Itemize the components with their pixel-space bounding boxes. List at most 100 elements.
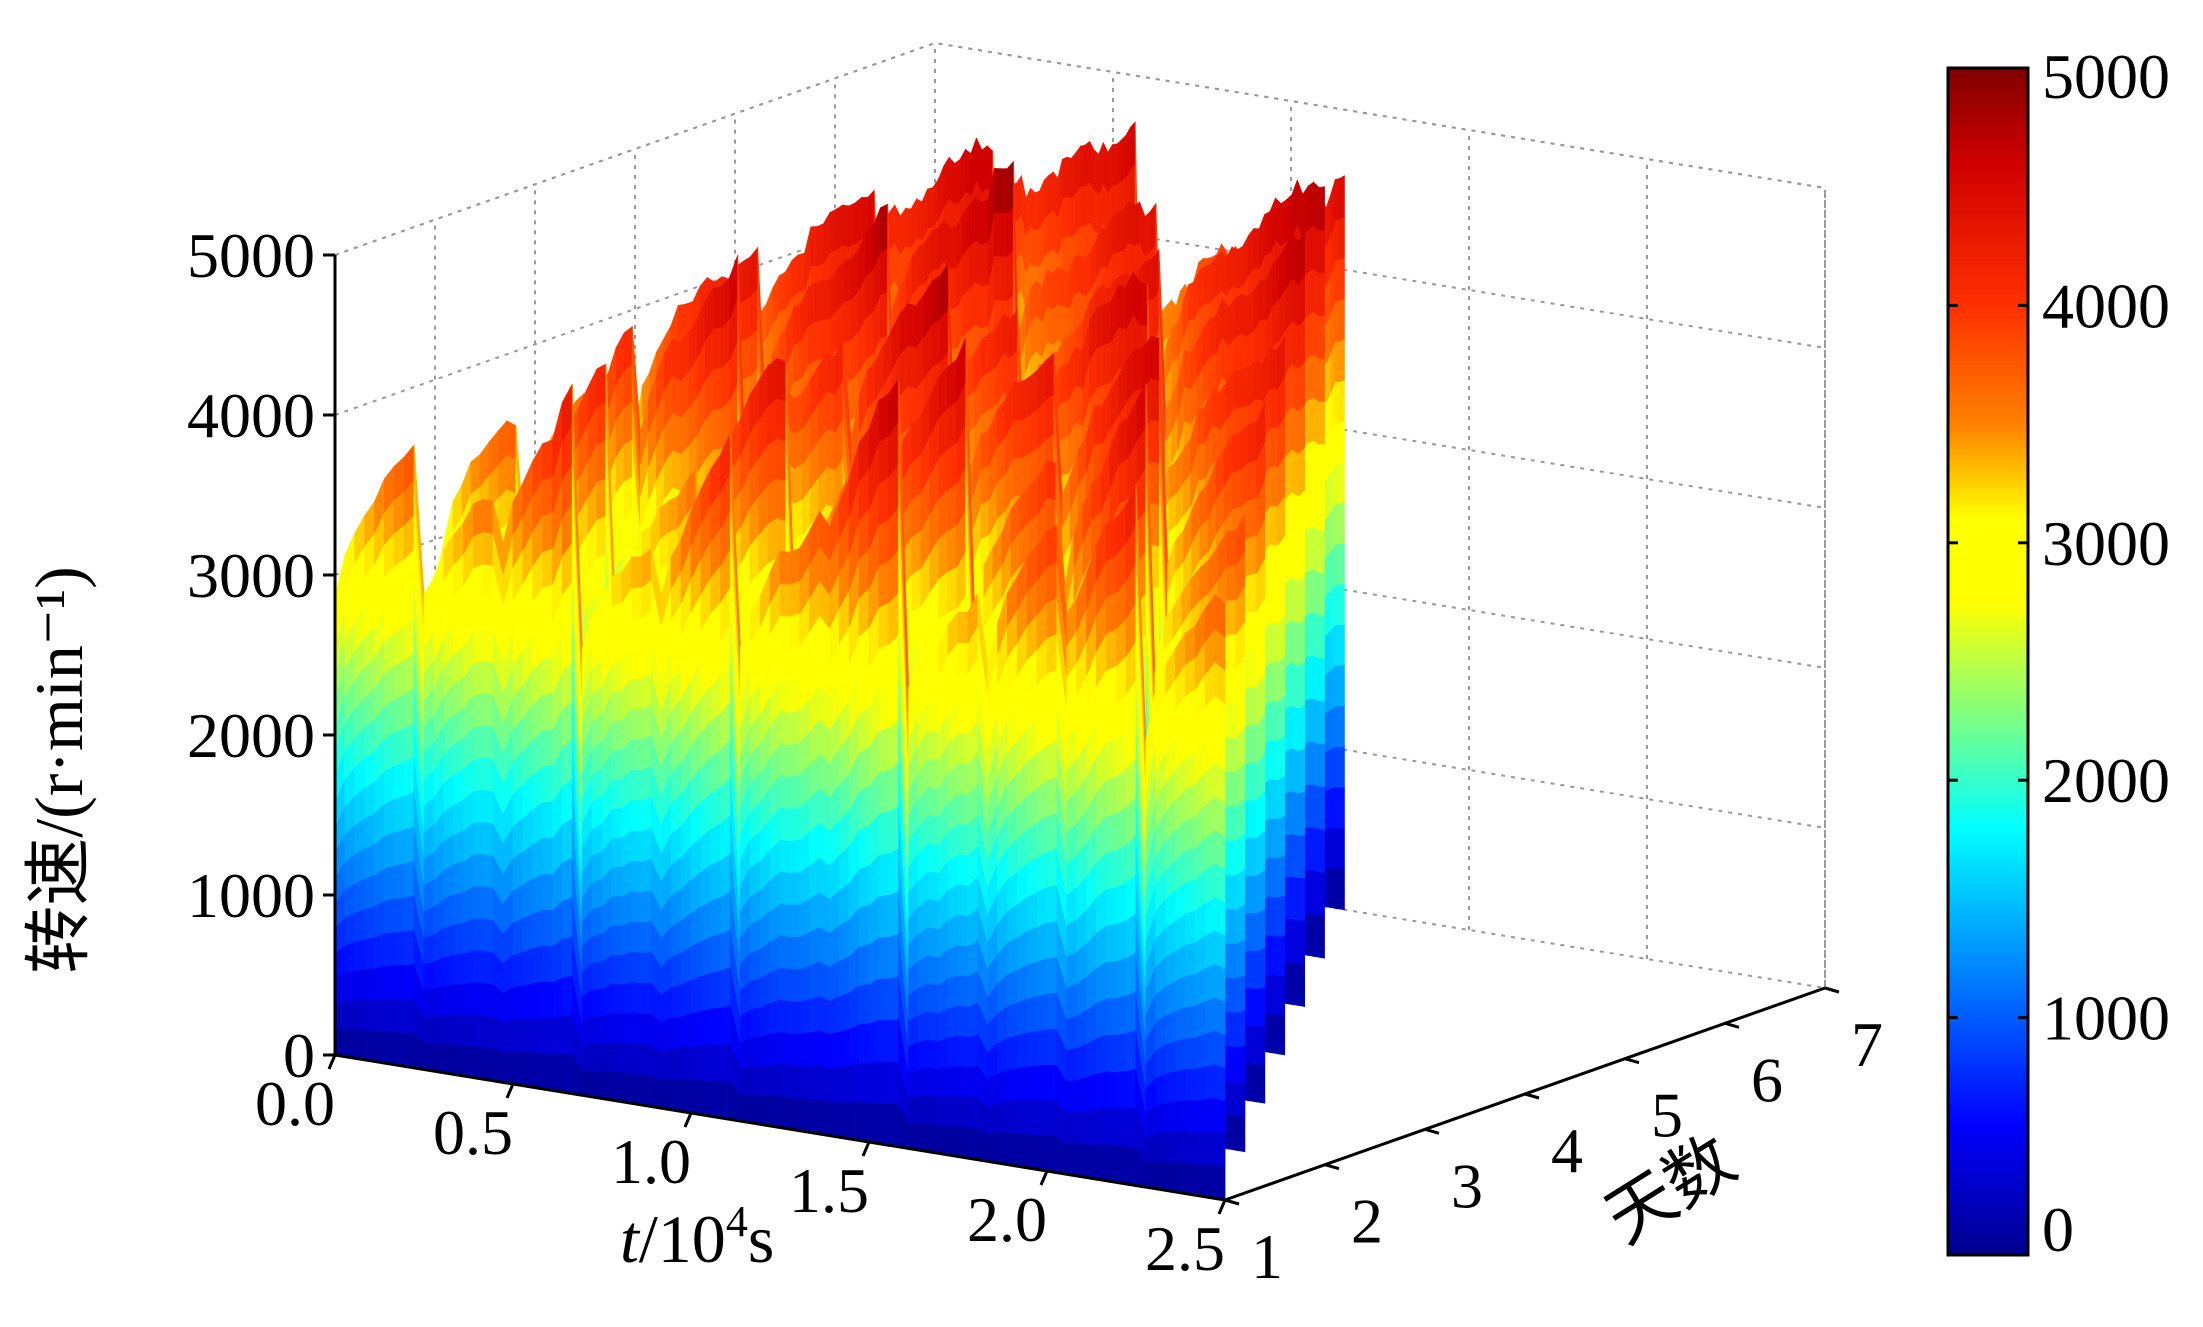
surface-patch — [949, 158, 955, 205]
surface-patch — [982, 200, 988, 244]
surface-patch — [1286, 620, 1292, 667]
surface-patch — [1172, 324, 1178, 362]
surface-patch — [1340, 298, 1345, 341]
surface-patch — [1286, 195, 1292, 242]
surface-patch — [1229, 299, 1235, 346]
surface-patch — [1340, 584, 1345, 625]
surface-patch — [889, 205, 894, 250]
surface-patch — [1308, 870, 1313, 913]
surface-patch — [969, 199, 975, 248]
surface-patch — [1131, 164, 1136, 210]
surface-patch — [1314, 784, 1320, 829]
surface-patch — [1308, 784, 1313, 827]
surface-patch — [1298, 963, 1304, 1007]
surface-patch — [1286, 407, 1292, 457]
surface-patch — [1331, 746, 1336, 788]
surface-patch — [1319, 701, 1324, 744]
surface-patch — [1017, 214, 1022, 258]
surface-patch — [1298, 835, 1304, 879]
surface-patch — [1308, 182, 1313, 229]
surface-patch — [1216, 252, 1222, 296]
surface-patch — [1007, 162, 1013, 213]
surface-patch — [1326, 828, 1331, 868]
surface-patch — [1319, 872, 1324, 916]
surface-patch — [1074, 255, 1080, 294]
surface-patch — [1340, 339, 1345, 382]
surface-patch — [1074, 292, 1080, 331]
surface-patch — [1314, 913, 1320, 957]
surface-patch — [1331, 625, 1336, 670]
surface-patch — [1072, 192, 1077, 237]
surface-patch — [1340, 502, 1345, 544]
surface-patch — [1331, 584, 1336, 630]
surface-patch — [976, 282, 982, 327]
surface-patch — [1326, 630, 1331, 674]
surface-patch — [1340, 828, 1345, 869]
surface-patch — [1123, 202, 1128, 250]
surface-patch — [966, 150, 972, 196]
surface-patch — [1286, 791, 1292, 835]
surface-patch — [1340, 747, 1345, 788]
surface-patch — [1076, 186, 1081, 232]
surface-patch — [1007, 206, 1013, 256]
surface-patch — [1335, 706, 1340, 747]
surface-patch — [1103, 143, 1108, 193]
surface-patch — [1017, 176, 1022, 220]
surface-patch — [1292, 492, 1298, 538]
surface-patch — [1292, 577, 1298, 623]
surface-patch — [1340, 543, 1345, 585]
surface-patch — [1331, 868, 1336, 909]
surface-patch — [1292, 705, 1298, 750]
surface-patch — [950, 227, 956, 268]
surface-patch — [1331, 544, 1336, 591]
surface-patch — [1081, 145, 1086, 186]
surface-patch — [1241, 294, 1247, 336]
surface-patch — [1298, 620, 1304, 666]
surface-patch — [982, 146, 987, 192]
surface-patch — [1031, 226, 1036, 267]
surface-patch — [995, 168, 1001, 212]
surface-patch — [1292, 876, 1298, 920]
surface-patch — [1298, 491, 1304, 539]
surface-patch — [1335, 300, 1340, 341]
surface-patch — [1308, 612, 1313, 656]
surface-patch — [1134, 202, 1140, 246]
surface-patch — [1053, 172, 1058, 216]
surface-patch — [1238, 246, 1243, 288]
surface-patch — [1298, 319, 1304, 369]
surface-patch — [1036, 316, 1042, 356]
surface-patch — [1319, 358, 1324, 401]
surface-patch — [1286, 748, 1292, 793]
surface-patch — [950, 268, 956, 309]
surface-patch — [1222, 299, 1228, 346]
surface-patch — [900, 208, 905, 253]
surface-patch — [1298, 749, 1304, 794]
surface-patch — [1314, 526, 1320, 572]
surface-patch — [1326, 709, 1331, 751]
surface-patch — [1314, 483, 1320, 529]
surface-patch — [1265, 212, 1270, 256]
surface-patch — [1308, 913, 1313, 957]
surface-patch — [836, 205, 842, 249]
surface-patch — [1199, 267, 1204, 308]
surface-patch — [1044, 214, 1049, 256]
surface-patch — [1340, 380, 1345, 422]
surface-patch — [1184, 386, 1190, 424]
surface-patch — [1331, 706, 1336, 749]
surface-patch — [1335, 665, 1340, 706]
surface-patch — [1298, 921, 1304, 964]
surface-patch — [1308, 311, 1313, 357]
surface-patch — [1085, 182, 1090, 226]
surface-patch — [1112, 213, 1117, 255]
surface-patch — [779, 272, 785, 312]
surface-patch — [1085, 142, 1090, 186]
surface-patch — [1273, 257, 1279, 305]
surface-patch — [1298, 362, 1304, 411]
surface-patch — [1053, 211, 1058, 255]
surface-patch — [1292, 407, 1298, 454]
surface-patch — [1314, 268, 1320, 316]
surface-patch — [1308, 354, 1313, 400]
surface-patch — [792, 255, 798, 297]
surface-patch — [1340, 461, 1345, 503]
